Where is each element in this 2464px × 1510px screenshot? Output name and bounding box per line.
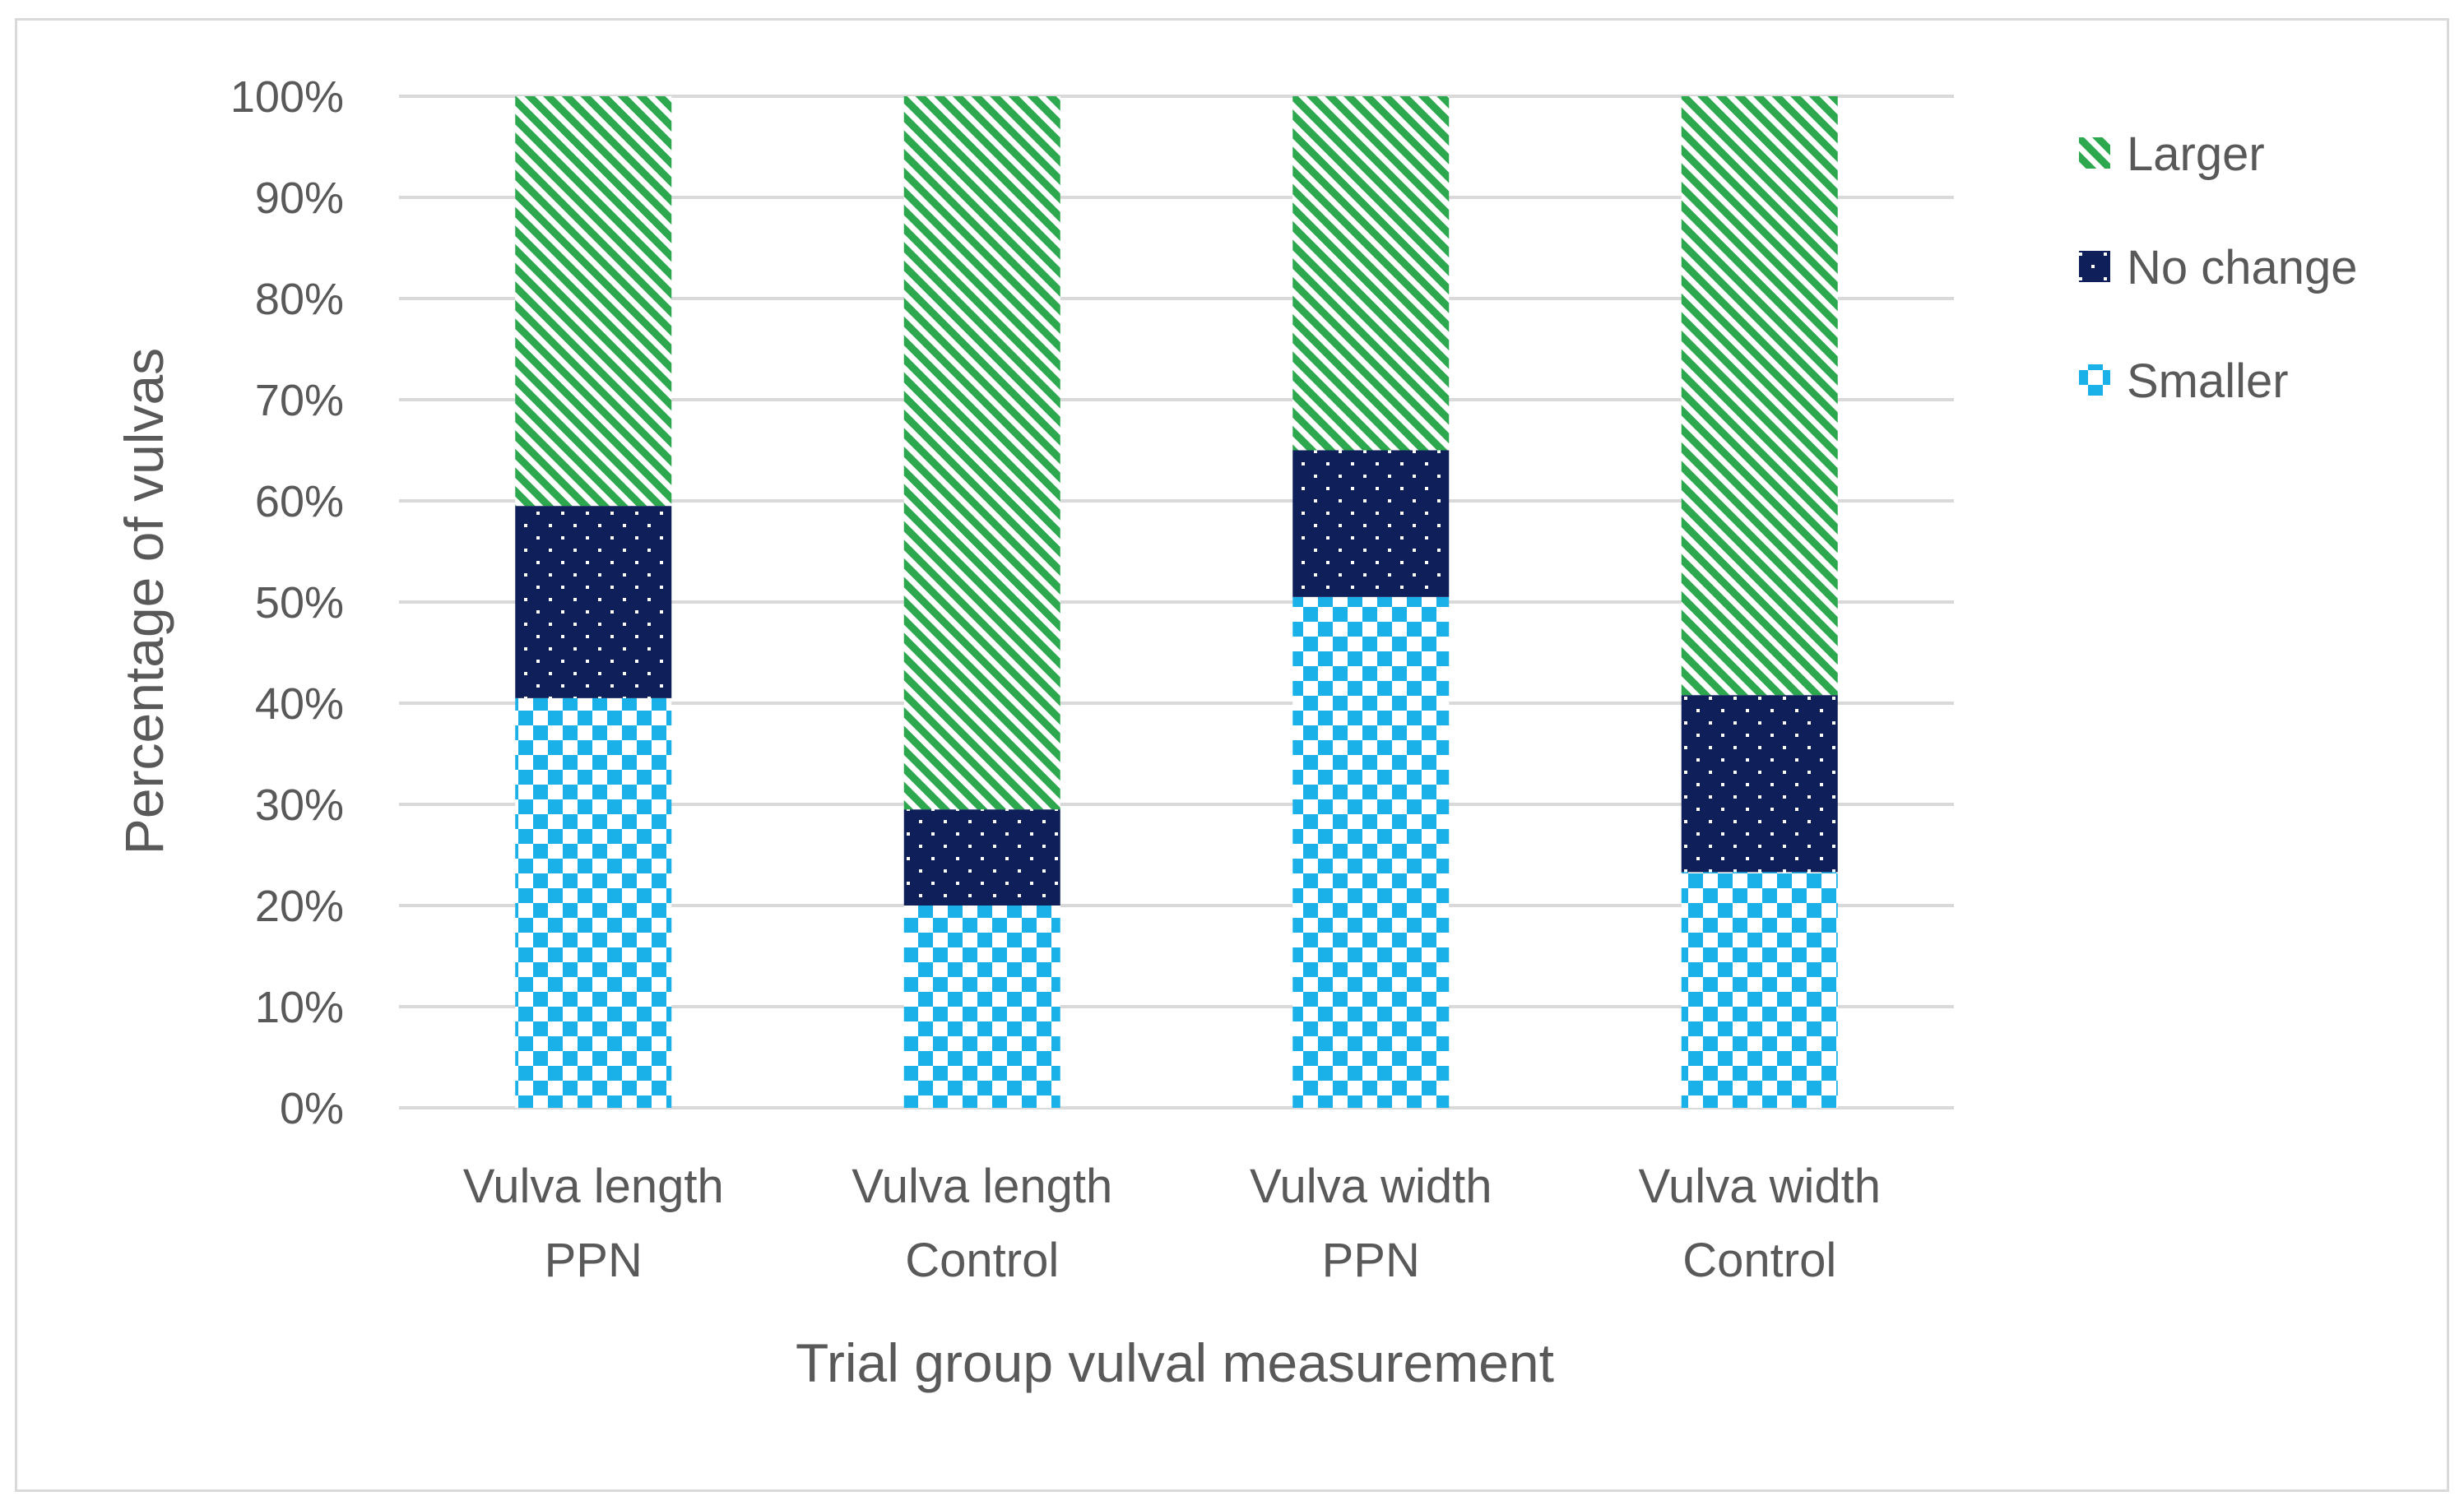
bars (515, 96, 1838, 1108)
bar-larger (903, 96, 1060, 810)
y-tick-label: 50% (255, 578, 344, 628)
y-tick-label: 100% (230, 72, 344, 122)
x-category-label: Control (905, 1234, 1059, 1287)
x-category-label: PPN (1322, 1234, 1420, 1287)
y-tick-label: 20% (255, 882, 344, 931)
x-axis-categories: Vulva length PPN Vulva length Control Vulva … (463, 1160, 1881, 1287)
bar-smaller (903, 906, 1060, 1108)
legend-label: No change (2127, 241, 2358, 294)
y-axis-ticks: 0% 10% 20% 30% 40% 50% 60% 70% 80% 90% 100% (230, 72, 344, 1133)
bar-no-change (515, 506, 672, 698)
x-category-label: Vulva width (1639, 1160, 1881, 1213)
legend: Larger No change Smaller (2079, 127, 2358, 408)
legend-swatch-larger (2079, 137, 2110, 169)
y-tick-label: 40% (255, 679, 344, 729)
bar-no-change (1292, 450, 1450, 597)
y-tick-label: 30% (255, 780, 344, 830)
bar-larger (515, 96, 672, 507)
y-tick-label: 10% (255, 983, 344, 1032)
y-tick-label: 80% (255, 275, 344, 324)
legend-label: Larger (2127, 127, 2265, 181)
x-category-label: Vulva length (463, 1160, 724, 1213)
bar-smaller (1292, 596, 1450, 1108)
bar-no-change (1681, 695, 1838, 873)
y-tick-label: 60% (255, 477, 344, 526)
x-category-label: Control (1682, 1234, 1836, 1287)
legend-label: Smaller (2127, 354, 2289, 408)
bar-larger (1292, 96, 1450, 451)
bar-smaller (515, 697, 672, 1108)
bar-smaller (1681, 872, 1838, 1108)
legend-swatch-smaller (2079, 364, 2110, 396)
legend-swatch-no-change (2079, 251, 2110, 282)
y-tick-label: 70% (255, 376, 344, 425)
y-tick-label: 90% (255, 174, 344, 223)
x-axis-title: Trial group vulval measurement (796, 1332, 1554, 1393)
bar-no-change (903, 809, 1060, 906)
bar-larger (1681, 96, 1838, 696)
x-category-label: Vulva width (1250, 1160, 1492, 1213)
chart-frame (15, 18, 2449, 1492)
x-category-label: Vulva length (851, 1160, 1112, 1213)
y-axis-title: Percentage of vulvas (114, 348, 174, 855)
x-category-label: PPN (545, 1234, 643, 1287)
y-tick-label: 0% (280, 1084, 344, 1133)
